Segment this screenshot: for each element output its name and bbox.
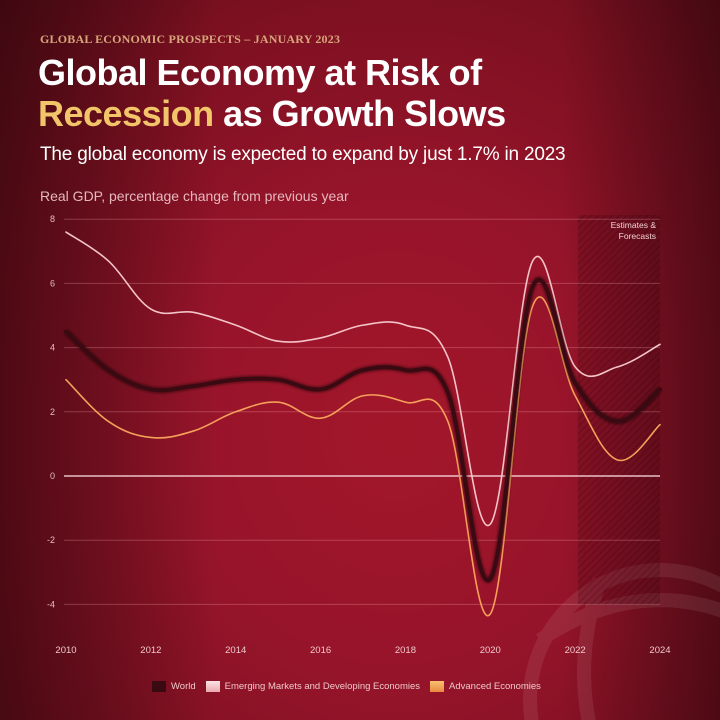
x-tick-label: 2016 <box>310 645 331 656</box>
x-tick-label: 2020 <box>480 645 501 656</box>
x-tick-label: 2014 <box>225 645 246 656</box>
y-tick-label: 6 <box>50 278 55 288</box>
x-tick-label: 2018 <box>395 645 416 656</box>
title-line-1: Global Economy at Risk of <box>38 52 482 93</box>
eyebrow-label: GLOBAL ECONOMIC PROSPECTS – JANUARY 2023 <box>40 32 341 46</box>
y-axis-caption: Real GDP, percentage change from previou… <box>40 188 349 204</box>
legend-item-world: World <box>152 681 196 692</box>
subtitle: The global economy is expected to expand… <box>40 144 566 165</box>
advanced-line <box>65 296 661 617</box>
world-line <box>64 277 662 583</box>
legend-swatch <box>152 681 166 692</box>
y-tick-label: -2 <box>47 535 55 545</box>
grid <box>64 218 660 605</box>
x-tick-label: 2024 <box>649 645 670 656</box>
emde-line <box>65 231 661 527</box>
legend-label: Emerging Markets and Developing Economie… <box>224 681 421 692</box>
page-title: Global Economy at Risk of Recession as G… <box>38 52 506 134</box>
legend-item-emde: Emerging Markets and Developing Economie… <box>205 681 421 692</box>
title-highlight: Recession <box>38 93 214 134</box>
y-axis: 8 6 4 2 0 -2 -4 <box>47 214 55 609</box>
svg-text:Forecasts: Forecasts <box>619 231 656 241</box>
x-tick-label: 2010 <box>55 645 76 656</box>
legend-swatch <box>430 681 445 692</box>
x-tick-label: 2022 <box>565 645 586 656</box>
legend-label: World <box>171 681 196 692</box>
y-tick-label: -4 <box>47 599 55 609</box>
title-line-2: as Growth Slows <box>213 93 506 134</box>
chart-legend: World Emerging Markets and Developing Ec… <box>152 681 541 692</box>
forecast-annotation: Estimates & <box>611 220 657 230</box>
y-tick-label: 8 <box>50 214 55 224</box>
y-tick-label: 2 <box>50 407 55 417</box>
legend-swatch <box>205 681 220 692</box>
legend-label: Advanced Economies <box>449 681 541 692</box>
y-tick-label: 4 <box>50 343 55 353</box>
legend-item-advanced: Advanced Economies <box>430 681 541 692</box>
y-tick-label: 0 <box>50 471 55 481</box>
x-tick-label: 2012 <box>140 645 161 656</box>
x-axis: 2010 2012 2014 2016 2018 2020 2022 2024 <box>55 645 670 656</box>
series-lines <box>63 231 662 617</box>
